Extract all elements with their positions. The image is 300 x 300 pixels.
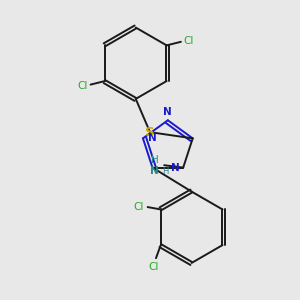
Text: Cl: Cl: [134, 202, 144, 212]
Text: Cl: Cl: [78, 81, 88, 91]
Text: S: S: [145, 126, 155, 139]
Text: N: N: [150, 166, 159, 176]
Text: Cl: Cl: [183, 36, 194, 46]
Text: H: H: [162, 167, 168, 176]
Text: H: H: [151, 155, 158, 166]
Text: N: N: [164, 107, 172, 117]
Text: Cl: Cl: [148, 262, 159, 272]
Text: N: N: [171, 163, 180, 172]
Text: N: N: [148, 134, 157, 143]
